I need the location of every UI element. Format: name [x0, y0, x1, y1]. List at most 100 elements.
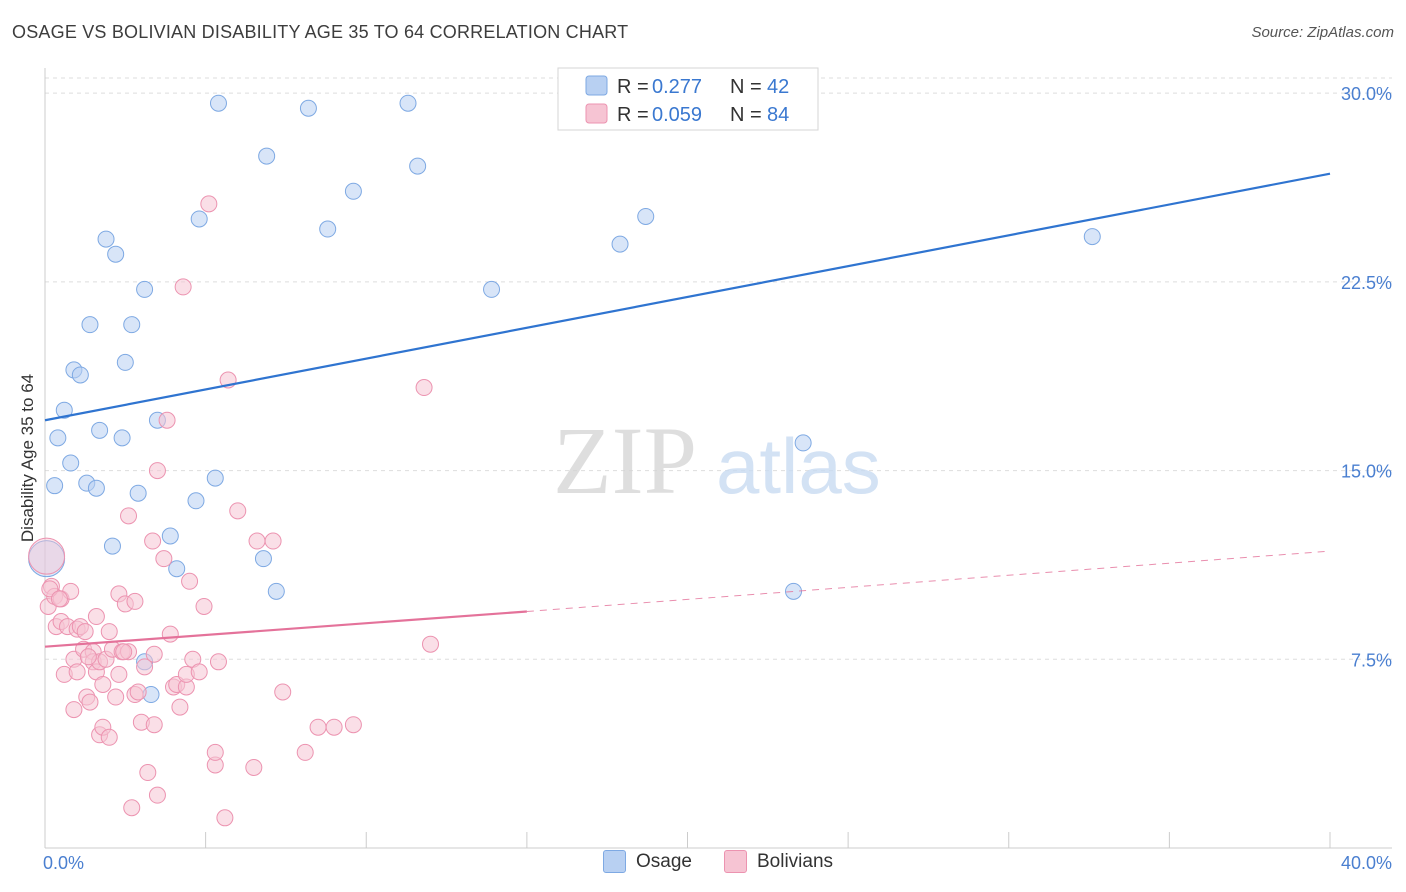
bolivian-point [200, 195, 218, 213]
bolivians-legend-label: Bolivians [757, 850, 834, 872]
bolivian-point [123, 799, 141, 817]
bolivian-point [100, 623, 118, 641]
osage-point [1083, 228, 1101, 246]
bolivian-point [415, 379, 433, 397]
osage-point [129, 484, 147, 502]
y-tick-label: 22.5% [1341, 273, 1392, 293]
bolivian-point [148, 786, 166, 804]
bolivian-point [344, 716, 362, 734]
bolivian-point [195, 597, 213, 615]
bolivian-point [216, 809, 234, 827]
bolivian-point [28, 537, 66, 575]
osage-point [55, 401, 73, 419]
legend-n-value-osage: 42 [767, 76, 789, 98]
bolivian-point [145, 645, 163, 663]
osage-trend-line [44, 172, 1331, 422]
data-points [28, 94, 1101, 827]
bolivian-point [325, 718, 343, 736]
osage-point [483, 280, 501, 298]
legend: R = 0.277 N = 42 R = 0.059 N = 84 [557, 67, 819, 131]
bolivian-point [158, 411, 176, 429]
x-tick-label: 0.0% [43, 853, 84, 873]
bolivian-point [248, 532, 266, 550]
osage-point [87, 479, 105, 497]
osage-point [209, 94, 227, 112]
osage-point [46, 477, 64, 495]
y-axis-label: Disability Age 35 to 64 [18, 374, 37, 542]
bolivian-point [274, 683, 292, 701]
legend-r-label-bolivians: R = [617, 104, 649, 126]
bolivian-point [181, 572, 199, 590]
osage-point [107, 245, 125, 263]
grid [44, 77, 1392, 848]
bolivian-point [171, 698, 189, 716]
watermark-atlas: atlas [716, 422, 881, 510]
bolivian-point [148, 462, 166, 480]
bolivian-point [190, 663, 208, 681]
osage-point [116, 353, 134, 371]
osage-point [299, 99, 317, 117]
osage-swatch [603, 850, 626, 873]
osage-point [785, 582, 803, 600]
osage-point [794, 434, 812, 452]
osage-point [344, 182, 362, 200]
legend-r-label-osage: R = [617, 76, 649, 98]
bolivian-point [129, 683, 147, 701]
osage-point [267, 582, 285, 600]
legend-r-value-osage: 0.277 [652, 76, 702, 98]
bolivian-point [422, 635, 439, 653]
bolivian-point [174, 278, 192, 296]
bolivian-point [296, 743, 314, 761]
osage-point [206, 469, 224, 487]
osage-point [103, 537, 121, 555]
osage-point [187, 492, 205, 510]
legend-r-value-bolivians: 0.059 [652, 104, 702, 126]
osage-legend-label: Osage [636, 850, 692, 872]
bolivian-point [264, 532, 282, 550]
bottom-legend: Osage Bolivians [0, 850, 1406, 880]
bolivian-point [136, 658, 154, 676]
osage-point [168, 560, 186, 578]
legend-n-value-bolivians: 84 [767, 104, 789, 126]
bolivian-point [50, 590, 68, 608]
legend-swatch-osage [585, 75, 608, 96]
bolivians-trend-line [44, 610, 527, 648]
osage-point [254, 550, 272, 568]
source-label: Source: ZipAtlas.com [1251, 24, 1394, 41]
osage-point [611, 235, 629, 253]
bolivian-point [229, 502, 247, 520]
axes [44, 68, 1392, 849]
bolivian-point [110, 665, 128, 683]
tick-labels: 7.5% 15.0% 22.5% 30.0% 0.0% 40.0% [43, 84, 1392, 873]
bolivian-point [120, 507, 138, 525]
bolivian-point [206, 743, 224, 761]
bolivian-point [94, 675, 112, 693]
bolivian-point [126, 592, 144, 610]
osage-point [637, 207, 655, 225]
y-tick-label: 30.0% [1341, 84, 1392, 104]
bolivian-point [309, 718, 327, 736]
bottom-legend-bolivians: Bolivians [724, 850, 833, 873]
legend-n-label-osage: N = [730, 76, 762, 98]
x-tick-label: 40.0% [1341, 853, 1392, 873]
osage-point [113, 429, 131, 447]
bolivian-point [115, 643, 133, 661]
bottom-legend-osage: Osage [603, 850, 692, 873]
bolivians-trend-extension [526, 550, 1331, 612]
osage-point [49, 429, 67, 447]
chart-title: OSAGE VS BOLIVIAN DISABILITY AGE 35 TO 6… [12, 22, 629, 42]
osage-point [409, 157, 427, 175]
osage-point [190, 210, 208, 228]
bolivian-point [145, 716, 163, 734]
bolivian-point [161, 625, 179, 643]
osage-point [123, 316, 141, 334]
bolivian-point [107, 688, 125, 706]
osage-point [91, 421, 109, 439]
bolivian-point [245, 758, 263, 776]
y-tick-label: 7.5% [1351, 650, 1392, 670]
bolivian-point [100, 728, 118, 746]
osage-point [71, 366, 89, 384]
trend-lines [44, 172, 1331, 648]
osage-point [97, 230, 115, 248]
